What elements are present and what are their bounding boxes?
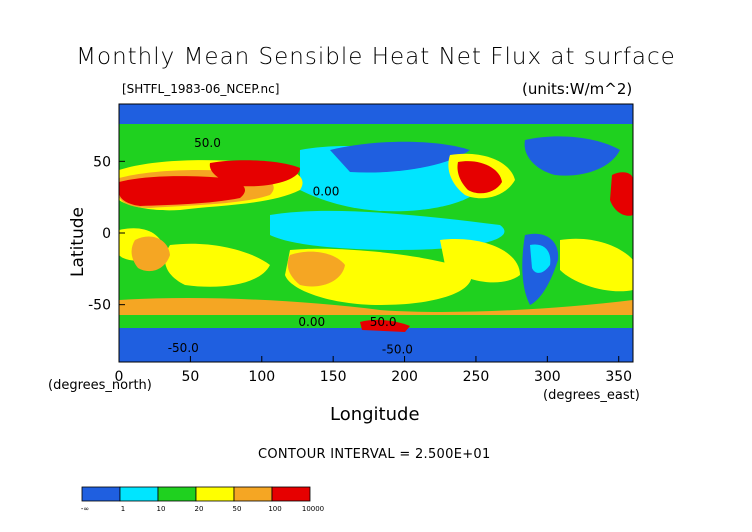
contour-label: 0.00: [313, 185, 340, 199]
colorbar-swatch: [81, 486, 121, 502]
contour-labels: 50.0 0.00 0.00 50.0 -50.0 -50.0: [168, 136, 413, 356]
y-tick-label: 50: [93, 154, 111, 170]
x-tick-label: 0: [115, 369, 124, 385]
colorbar-label: 50: [233, 505, 242, 513]
colorbar-swatch: [233, 486, 273, 502]
y-tick-label: 0: [102, 226, 111, 242]
colorbar-label: 10: [157, 505, 166, 513]
colorbar-label: 20: [195, 505, 204, 513]
units-label: (units:W/m^2): [522, 80, 633, 98]
y-unit-label: (degrees_north): [48, 378, 152, 393]
colorbar-label: 10000: [302, 505, 324, 513]
x-tick-label: 300: [534, 369, 561, 385]
colorbar-label: 1: [121, 505, 125, 513]
colorbar-swatch: [119, 486, 159, 502]
colorbar-label: 100: [268, 505, 281, 513]
x-unit-label: (degrees_east): [543, 388, 640, 403]
chart-title: Monthly Mean Sensible Heat Net Flux at s…: [76, 44, 676, 70]
contour-label: 50.0: [370, 315, 397, 329]
colorbar-swatch: [157, 486, 197, 502]
colorbar-label: -∞: [81, 505, 89, 513]
x-tick-label: 250: [463, 369, 490, 385]
x-tick-label: 100: [248, 369, 275, 385]
y-axis-ticks: 50 0 -50: [88, 154, 125, 314]
contour-label: 50.0: [194, 136, 221, 150]
x-axis-ticks: 0 50 100 150 200 250 300 350: [115, 356, 632, 385]
colorbar-swatch: [195, 486, 235, 502]
contour-label: 0.00: [298, 315, 325, 329]
x-tick-label: 350: [605, 369, 632, 385]
x-tick-label: 200: [391, 369, 418, 385]
flux-field: [119, 104, 633, 362]
x-tick-label: 50: [181, 369, 199, 385]
contour-label: -50.0: [382, 342, 413, 356]
contour-label: -50.0: [168, 341, 199, 355]
x-axis-label: Longitude: [330, 404, 420, 425]
colorbar-swatch: [271, 486, 311, 502]
colorbar: -∞ 1 10 20 50 100 10000: [81, 486, 324, 513]
source-label: [SHTFL_1983-06_NCEP.nc]: [122, 82, 280, 96]
contour-interval-text: CONTOUR INTERVAL = 2.500E+01: [258, 447, 491, 462]
x-tick-label: 150: [320, 369, 347, 385]
y-tick-label: -50: [88, 298, 111, 314]
